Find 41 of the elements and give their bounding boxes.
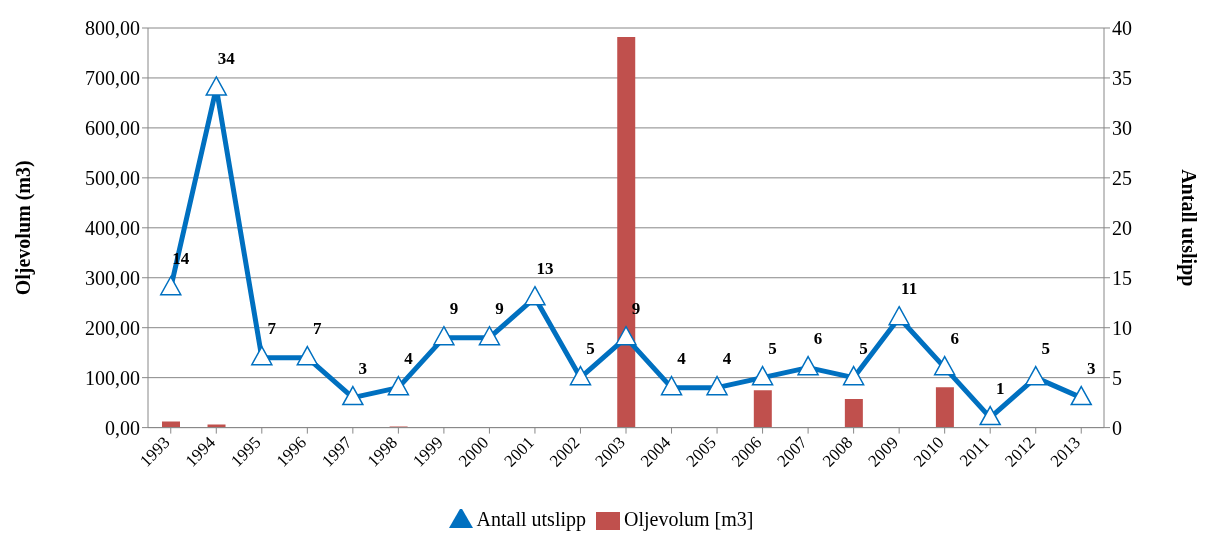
- data-label: 3: [358, 358, 368, 378]
- y2-tick-label: 20: [1112, 216, 1132, 239]
- data-label: 5: [859, 338, 868, 358]
- y-tick-label: 300,00: [85, 266, 140, 289]
- y2-tick-label: 40: [1112, 17, 1132, 40]
- y-tick-label: 100,00: [85, 366, 140, 389]
- y-tick-label: 700,00: [85, 67, 140, 90]
- y-tick-label: 400,00: [85, 216, 140, 239]
- data-label: 6: [813, 328, 823, 348]
- y-tick-label: 500,00: [85, 166, 140, 189]
- y2-tick-label: 30: [1112, 117, 1132, 139]
- data-label: 4: [722, 348, 732, 368]
- y2-tick-label: 15: [1112, 266, 1132, 289]
- y-axis-title: Oljevolum (m3): [12, 160, 36, 296]
- data-label: 1: [995, 378, 1005, 398]
- data-label: 9: [449, 298, 459, 318]
- y2-tick-label: 10: [1112, 316, 1132, 339]
- y-tick-label: 800,00: [85, 17, 140, 40]
- data-label: 5: [1041, 338, 1050, 358]
- y2-tick-label: 0: [1112, 416, 1122, 439]
- y-tick-label: 200,00: [85, 316, 140, 339]
- y2-tick-label: 5: [1112, 366, 1122, 389]
- data-label: 7: [313, 318, 323, 338]
- y2-axis-title: Antall utslipp: [1176, 169, 1200, 287]
- y-tick-label: 600,00: [85, 117, 140, 139]
- data-label: 4: [677, 348, 687, 368]
- legend-label: Antall utslipp: [476, 507, 586, 530]
- data-label: 9: [495, 298, 504, 318]
- data-label: 7: [267, 318, 277, 338]
- data-label: 11: [901, 278, 918, 298]
- legend-label: Oljevolum [m3]: [624, 507, 754, 530]
- data-label: 34: [217, 48, 236, 68]
- y-tick-label: 0,00: [105, 416, 140, 439]
- data-label: 3: [1086, 358, 1096, 378]
- data-label: 6: [950, 328, 959, 348]
- data-label: 4: [404, 348, 414, 368]
- y2-tick-label: 35: [1112, 67, 1132, 90]
- data-label: 5: [586, 338, 595, 358]
- y2-tick-label: 25: [1112, 166, 1132, 189]
- data-label: 5: [768, 338, 777, 358]
- data-label: 13: [536, 258, 554, 278]
